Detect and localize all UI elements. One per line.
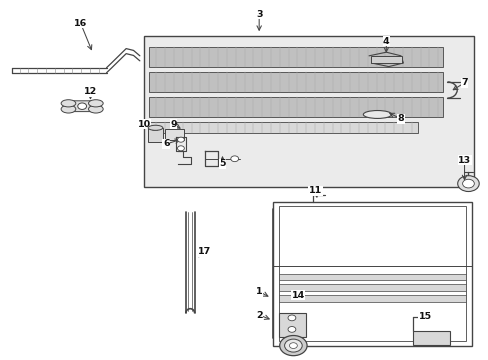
Bar (278, 274, 465, 280)
Ellipse shape (61, 100, 76, 107)
Bar (412, 331, 449, 345)
Bar (370, 56, 402, 63)
Text: 14: 14 (291, 291, 305, 300)
Text: 15: 15 (418, 312, 431, 321)
Bar (165, 129, 183, 140)
Text: 4: 4 (382, 37, 389, 46)
Text: 2: 2 (255, 310, 262, 320)
Bar (272, 202, 471, 346)
Ellipse shape (148, 125, 163, 130)
Bar (278, 313, 305, 337)
Polygon shape (144, 36, 473, 187)
Bar (149, 97, 442, 117)
Circle shape (287, 315, 295, 321)
Text: 1: 1 (255, 287, 262, 296)
Text: 11: 11 (308, 186, 322, 195)
Circle shape (457, 176, 478, 192)
Circle shape (177, 137, 184, 142)
Circle shape (284, 339, 302, 352)
Text: 5: 5 (219, 159, 225, 168)
Ellipse shape (88, 105, 103, 113)
Text: 3: 3 (255, 10, 262, 19)
Circle shape (177, 146, 184, 151)
Circle shape (287, 327, 295, 332)
Text: 16: 16 (74, 19, 87, 28)
Circle shape (230, 156, 238, 162)
Bar (278, 206, 465, 341)
Ellipse shape (61, 105, 76, 113)
Ellipse shape (88, 100, 103, 107)
Text: 8: 8 (397, 114, 404, 123)
Circle shape (78, 103, 86, 109)
Bar (148, 128, 163, 142)
Text: 13: 13 (457, 156, 470, 165)
Text: 10: 10 (138, 120, 150, 129)
Text: 6: 6 (163, 139, 169, 148)
Bar (278, 295, 465, 302)
Ellipse shape (363, 111, 391, 118)
Circle shape (462, 179, 473, 188)
Bar (149, 122, 417, 133)
Bar (149, 47, 442, 67)
Circle shape (279, 336, 306, 356)
Text: 17: 17 (197, 247, 211, 256)
Circle shape (289, 343, 297, 348)
FancyBboxPatch shape (72, 101, 92, 112)
Text: 7: 7 (460, 78, 467, 87)
Text: 9: 9 (170, 120, 177, 129)
Bar (149, 72, 442, 92)
Bar (278, 284, 465, 291)
Text: 12: 12 (83, 87, 97, 96)
